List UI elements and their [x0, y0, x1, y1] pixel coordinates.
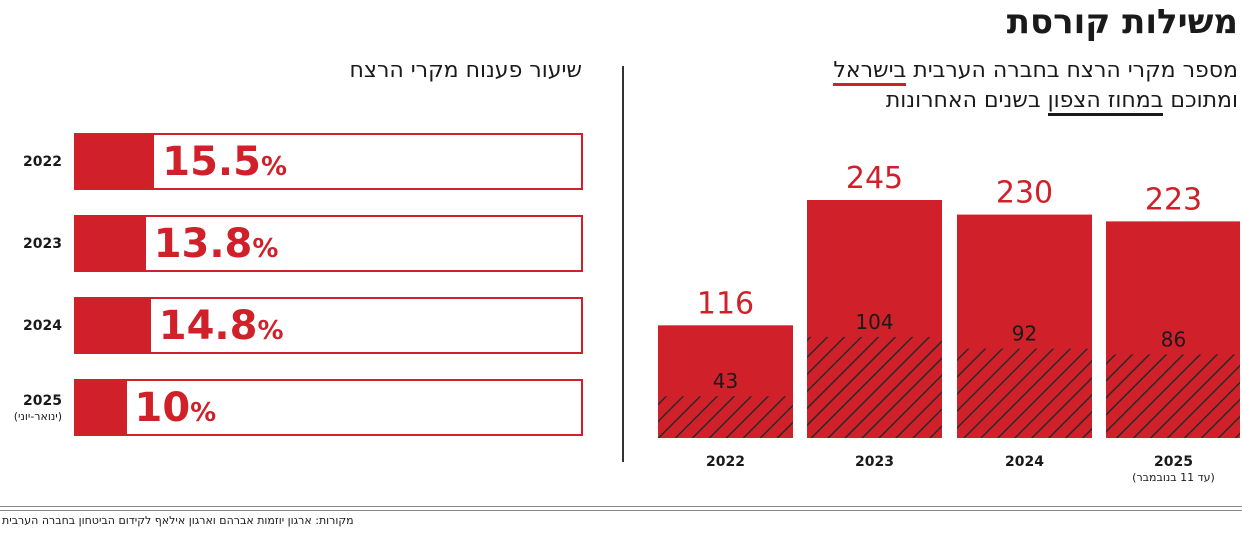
clearance-bar-fill — [76, 381, 127, 434]
clearance-bar-fill — [76, 135, 155, 188]
clearance-year-label: 2023 — [23, 236, 62, 252]
year-tick-label: 2024 — [1005, 454, 1044, 470]
year-tick-label: 2022 — [706, 454, 745, 470]
murders-chart: 116 43 2022 245 104 2023 230 92 2024 223 86 2025(עד… — [658, 161, 1240, 484]
left-panel-title: שיעור פענוח מקרי הרצח — [349, 58, 582, 83]
north-bar-2022 — [658, 396, 793, 438]
clearance-year-label: 2024 — [23, 318, 62, 334]
footer-rule-2 — [0, 510, 1242, 511]
page-title: משילות קורסת — [1006, 2, 1238, 42]
clearance-bar-2024: 14.8% — [74, 297, 583, 354]
clearance-year-label: 2022 — [23, 154, 62, 170]
right-panel-title: מספר מקרי הרצח בחברה הערבית בישראל ומתוכ… — [833, 56, 1238, 116]
source-note: מקורות: ארגון יוזמות אברהם וארגון אילאף … — [2, 514, 354, 527]
underlined-north-district: במחוז הצפון — [1047, 88, 1164, 116]
total-value-label: 223 — [1145, 182, 1202, 217]
clearance-value-label: 10% — [134, 384, 217, 431]
year-tick-label: 2025 — [1154, 454, 1193, 470]
north-value-label: 104 — [855, 310, 893, 334]
total-value-label: 245 — [846, 161, 903, 196]
total-value-label: 116 — [697, 286, 754, 321]
clearance-bar-fill — [76, 217, 146, 270]
panel-divider — [622, 66, 624, 462]
year-tick-note: (עד 11 בנובמבר) — [1132, 471, 1215, 484]
clearance-bar-2025: 10% — [74, 379, 583, 436]
clearance-bar-2023: 13.8% — [74, 215, 583, 272]
clearance-year-note: (ינואר-יוני) — [13, 410, 62, 423]
clearance-year-label: 2025 (ינואר-יוני) — [0, 393, 62, 425]
clearance-bar-2022: 15.5% — [74, 133, 583, 190]
right-title-line1: מספר מקרי הרצח בחברה הערבית בישראל — [833, 56, 1238, 86]
clearance-value-label: 15.5% — [162, 138, 288, 185]
total-value-label: 230 — [996, 176, 1053, 211]
north-bar-2023 — [807, 336, 942, 438]
year-tick-label: 2023 — [855, 454, 894, 470]
footer-rule — [0, 506, 1242, 507]
north-value-label: 43 — [713, 369, 738, 393]
north-value-label: 92 — [1012, 322, 1037, 346]
north-value-label: 86 — [1161, 327, 1186, 351]
north-bar-2025 — [1106, 354, 1240, 438]
underlined-israel: בישראל — [833, 58, 907, 86]
north-bar-2024 — [957, 348, 1092, 438]
clearance-value-label: 13.8% — [153, 220, 279, 267]
clearance-bar-fill — [76, 299, 151, 352]
clearance-value-label: 14.8% — [158, 302, 284, 349]
right-title-line2: ומתוכם במחוז הצפון בשנים האחרונות — [833, 86, 1238, 116]
